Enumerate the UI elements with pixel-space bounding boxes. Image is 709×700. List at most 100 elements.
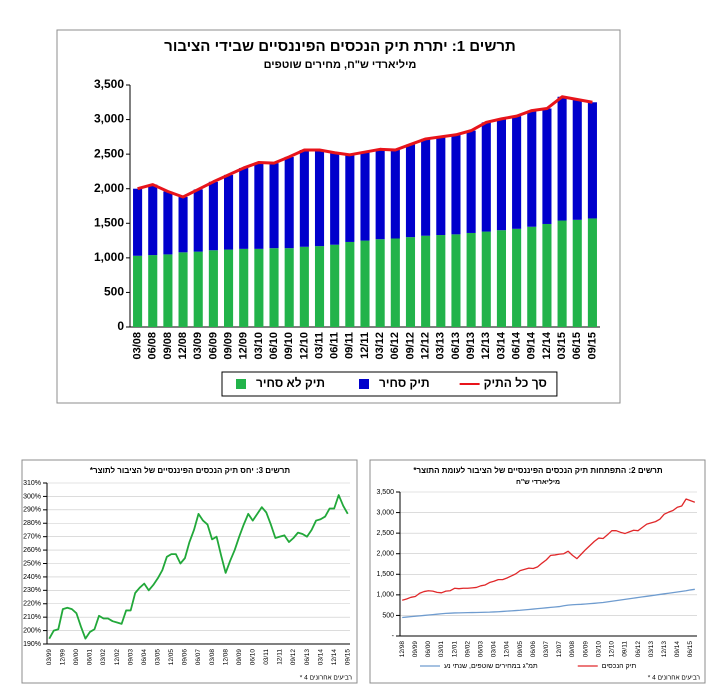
x-tick-label: 09/12 [290,649,297,666]
bar-segment [163,254,173,327]
x-tick-label: 12/11 [359,332,371,359]
x-tick-label: 03/13 [435,332,447,360]
x-tick-label: 12/98 [399,641,406,658]
x-tick-label: 12/12 [420,332,432,360]
chart-subtitle: מיליארדי ש"ח [516,478,560,486]
chart-title: תרשים 3: יחס תיק הנכסים הפיננסיים של הצי… [90,466,290,475]
y-tick-label: 190% [23,641,41,648]
x-tick-label: 06/03 [478,641,485,658]
bar-segment [481,122,491,232]
x-tick-label: 09/14 [526,331,538,359]
bar-segment [299,246,309,327]
bar-segment [405,237,416,327]
x-tick-label: 06/04 [141,649,148,666]
bar-segment [390,238,400,327]
bar-segment [405,144,416,238]
y-tick-label: 2,000 [376,551,394,558]
x-tick-label: 06/12 [635,641,642,658]
x-tick-label: 12/02 [114,649,121,666]
bar-segment [587,218,597,327]
x-tick-label: 03/10 [253,332,265,360]
x-tick-label: 12/11 [277,649,284,665]
x-tick-label: 06/00 [425,641,432,658]
bar-segment [572,99,582,220]
x-tick-label: 12/05 [168,649,175,666]
footnote: * 4 רביעים אחרונים [300,675,352,682]
series-line [402,498,696,601]
x-tick-label: 06/15 [571,332,583,360]
bar-segment [314,149,325,247]
x-tick-label: 09/11 [344,332,356,359]
bar-segment [572,219,582,327]
bar-segment [178,197,188,253]
x-tick-label: 03/11 [263,649,270,665]
bar-segment [224,249,234,327]
x-tick-label: 03/11 [313,332,325,359]
x-tick-label: 09/00 [73,649,80,666]
y-tick-label: 2,000 [94,181,124,195]
x-tick-label: 12/10 [298,332,310,360]
y-tick-label: 250% [23,560,41,567]
bar-segment [178,252,188,327]
x-tick-label: 06/15 [687,641,694,658]
x-tick-label: 06/14 [511,331,523,359]
bar-segment [587,102,597,219]
y-tick-label: - [392,633,395,640]
x-tick-label: 09/09 [222,332,234,360]
bar-segment [345,154,355,242]
x-tick-label: 09/10 [283,332,295,360]
bar-segment [193,189,203,252]
x-tick-label: 09/09 [236,649,243,666]
bar-segment [224,174,234,250]
y-tick-label: 3,000 [376,509,394,516]
y-tick-label: 1,500 [376,571,394,578]
bar-segment [512,116,522,229]
x-tick-label: 06/11 [329,332,341,359]
x-tick-label: 06/10 [268,332,280,360]
bar-segment [542,223,552,327]
bar-segment [148,255,158,327]
bar-segment [466,130,476,233]
x-tick-label: 06/08 [147,332,159,360]
bar-segment [239,167,249,249]
x-tick-label: 09/14 [674,641,681,658]
legend-swatch [359,379,369,389]
x-tick-label: 06/09 [582,641,589,658]
bar-segment [284,156,294,249]
x-tick-label: 12/08 [177,332,189,360]
bar-segment [254,248,264,327]
bar-segment [299,149,309,247]
bar-segment [496,230,506,327]
x-tick-label: 12/13 [661,641,668,658]
bar-segment [360,240,370,327]
x-tick-label: 12/01 [451,641,458,658]
x-tick-label: 03/09 [192,332,204,360]
x-tick-label: 09/99 [412,641,419,658]
x-tick-label: 03/12 [374,332,386,360]
x-tick-label: 09/08 [162,332,174,360]
legend-label: תיק סחיר [379,376,430,390]
bar-segment [284,248,294,327]
legend-swatch [236,379,246,389]
x-tick-label: 03/15 [556,332,568,360]
y-tick-label: 3,000 [94,112,124,126]
x-tick-label: 06/06 [530,641,537,658]
y-tick-label: 1,000 [94,250,124,264]
y-tick-label: 3,500 [376,489,394,496]
y-tick-label: 310% [23,480,41,487]
y-tick-label: 0 [117,319,124,333]
legend-label: סך כל התיק [484,376,547,390]
bar-segment [421,138,431,236]
x-tick-label: 09/13 [465,332,477,360]
x-tick-label: 09/08 [569,641,576,658]
x-tick-label: 03/13 [648,641,655,658]
chart-frame [369,459,706,684]
bar-segment [527,226,537,327]
y-tick-label: 240% [23,574,41,581]
bar-segment [345,241,355,327]
y-tick-label: 1,000 [376,592,394,599]
bar-segment [557,220,567,327]
bar-segment [436,235,446,327]
x-tick-label: 12/13 [480,332,492,360]
